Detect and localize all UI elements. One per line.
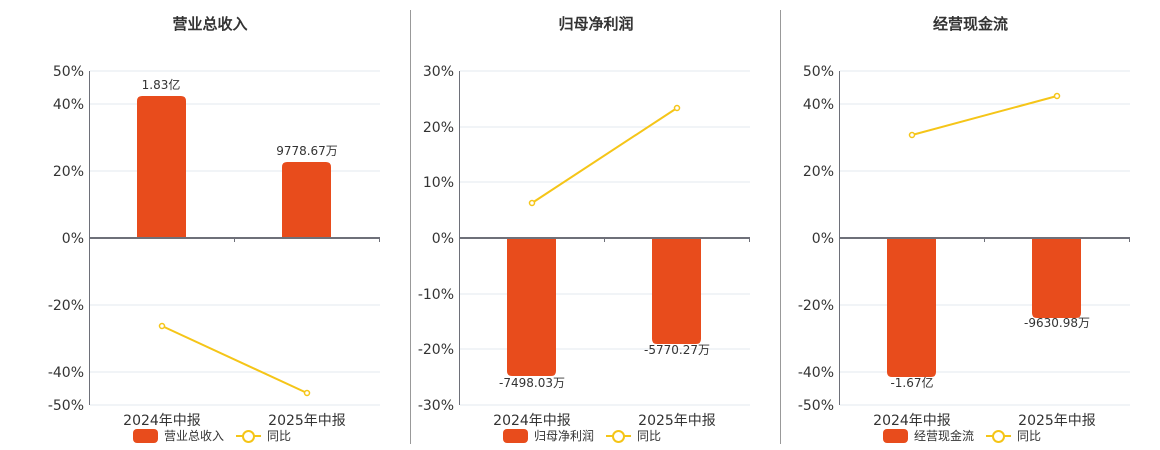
svg-text:10%: 10% [423,175,454,191]
svg-text:-40%: -40% [48,365,84,381]
legend: 归母净利润 同比 [503,427,667,444]
legend-item-bar[interactable]: 营业总收入 [133,427,224,444]
bar-swatch-icon [883,428,908,443]
svg-text:20%: 20% [53,164,84,180]
svg-text:-20%: -20% [798,298,834,314]
yoy-line [531,107,678,204]
bar-2025[interactable] [652,238,701,344]
yoy-point[interactable] [528,199,536,207]
chart-plot: 50% 40% 20% 0% -20% -40% -50% 1.83亿 9778… [48,64,380,429]
y-axis-labels: 50% 40% 20% 0% -20% -40% -50% [798,64,834,414]
legend-item-line[interactable]: 同比 [986,427,1041,444]
bar-label: -9630.98万 [1024,316,1090,330]
x-axis-label: 2025年中报 [1018,413,1096,429]
bar-swatch-icon [133,428,158,443]
svg-text:-40%: -40% [798,365,834,381]
yoy-line [911,95,1058,136]
svg-text:-50%: -50% [48,398,84,414]
bar-swatch-icon [503,428,528,443]
grid-lines [90,70,380,406]
yoy-point[interactable] [908,131,916,139]
yoy-point[interactable] [303,389,311,397]
legend-item-line[interactable]: 同比 [606,427,661,444]
yoy-point[interactable] [1053,92,1061,100]
svg-text:-10%: -10% [418,287,454,303]
svg-text:50%: 50% [53,64,84,80]
yoy-line [161,325,308,394]
yoy-point[interactable] [673,104,681,112]
svg-text:20%: 20% [423,120,454,136]
chart-plot: 30% 20% 10% 0% -10% -20% -30% -7498.03万 … [418,64,750,429]
bar-label: 9778.67万 [276,144,338,158]
legend-item-line[interactable]: 同比 [236,427,291,444]
y-axis-labels: 50% 40% 20% 0% -20% -40% -50% [48,64,84,414]
bar-2025[interactable] [1032,238,1081,318]
legend: 经营现金流 同比 [883,427,1047,444]
bar-label: -1.67亿 [890,375,933,390]
legend-item-bar[interactable]: 归母净利润 [503,427,594,444]
bar-label: -7498.03万 [499,376,565,390]
x-axis-label: 2025年中报 [268,413,346,429]
x-axis-label: 2024年中报 [493,413,571,429]
x-axis-label: 2025年中报 [638,413,716,429]
chart-title: 营业总收入 [172,15,248,33]
chart-panel-revenue: 营业总收入 50% 40% 20% 0% -20% -40% -50% 1.83… [0,0,410,450]
chart-panel-net-profit: 归母净利润 30% 20% 10% 0% -10% -20% -30% -749… [411,0,781,450]
divider [780,10,781,444]
svg-text:-20%: -20% [418,342,454,358]
line-circle-icon [606,429,632,443]
bar-label: 1.83亿 [142,77,181,92]
divider [410,10,411,444]
svg-text:0%: 0% [62,231,84,247]
x-axis-label: 2024年中报 [873,413,951,429]
bar-label: -5770.27万 [644,343,710,357]
y-axis-labels: 30% 20% 10% 0% -10% -20% -30% [418,64,454,414]
chart-panel-operating-cash-flow: 经营现金流 50% 40% 20% 0% -20% -40% -50% -1.6… [781,0,1160,450]
x-axis-label: 2024年中报 [123,413,201,429]
line-circle-icon [986,429,1012,443]
svg-text:50%: 50% [803,64,834,80]
line-circle-icon [236,429,262,443]
svg-text:-20%: -20% [48,298,84,314]
bar-2025[interactable] [282,162,331,238]
svg-text:30%: 30% [423,64,454,80]
bar-2024[interactable] [137,96,186,238]
svg-text:-30%: -30% [418,398,454,414]
chart-title: 归母净利润 [558,15,634,33]
svg-text:40%: 40% [803,97,834,113]
svg-text:40%: 40% [53,97,84,113]
yoy-point[interactable] [158,322,166,330]
legend: 营业总收入 同比 [133,427,297,444]
bar-2024[interactable] [887,238,936,377]
svg-text:-50%: -50% [798,398,834,414]
svg-text:0%: 0% [432,231,454,247]
chart-plot: 50% 40% 20% 0% -20% -40% -50% -1.67亿 -96… [798,64,1130,429]
bar-2024[interactable] [507,238,556,376]
svg-text:0%: 0% [812,231,834,247]
legend-item-bar[interactable]: 经营现金流 [883,427,974,444]
chart-title: 经营现金流 [932,15,1008,33]
svg-text:20%: 20% [803,164,834,180]
